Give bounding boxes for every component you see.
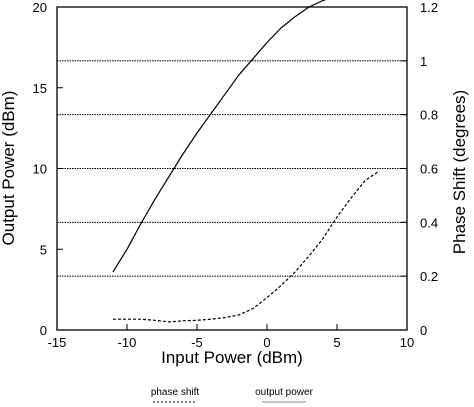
series-line-phase-shift <box>113 170 380 323</box>
x-tick-label: -15 <box>48 335 67 350</box>
x-tick-label: 10 <box>400 335 414 350</box>
grid-layer <box>57 60 407 277</box>
tick-layer: -15 -10 -5 0 5 10 0 5 10 15 20 0 0.2 0.4 0.6 0.8 1 1.2 <box>33 0 439 350</box>
y-left-tick-label: 5 <box>40 242 47 257</box>
series-line-output-power <box>112 0 327 273</box>
y-left-tick-label: 20 <box>33 0 47 15</box>
y-right-tick-label: 0.4 <box>420 215 438 230</box>
x-tick-label: -5 <box>191 335 203 350</box>
y-left-tick-label: 10 <box>33 162 47 177</box>
x-tick-label: 0 <box>263 335 270 350</box>
y-right-tick-label: 0.6 <box>420 162 438 177</box>
y-right-axis-title: Phase Shift (degrees) <box>450 90 469 254</box>
x-axis-title: Input Power (dBm) <box>161 348 303 367</box>
y-left-tick-label: 0 <box>40 323 47 338</box>
y-right-tick-label: 0.2 <box>420 269 438 284</box>
y-left-tick-label: 15 <box>33 81 47 96</box>
y-right-tick-label: 0 <box>420 323 427 338</box>
series-layer <box>112 0 380 323</box>
y-right-tick-label: 1 <box>420 54 427 69</box>
y-right-tick-label: 1.2 <box>420 0 438 15</box>
x-tick-label: 5 <box>333 335 340 350</box>
y-right-tick-label: 0.8 <box>420 108 438 123</box>
y-left-axis-title: Output Power (dBm) <box>0 91 18 246</box>
legend-label-output-power: output power <box>255 387 313 398</box>
legend-label-phase-shift: phase shift <box>151 387 200 398</box>
legend: phase shift output power <box>151 387 314 403</box>
x-tick-label: -10 <box>118 335 137 350</box>
